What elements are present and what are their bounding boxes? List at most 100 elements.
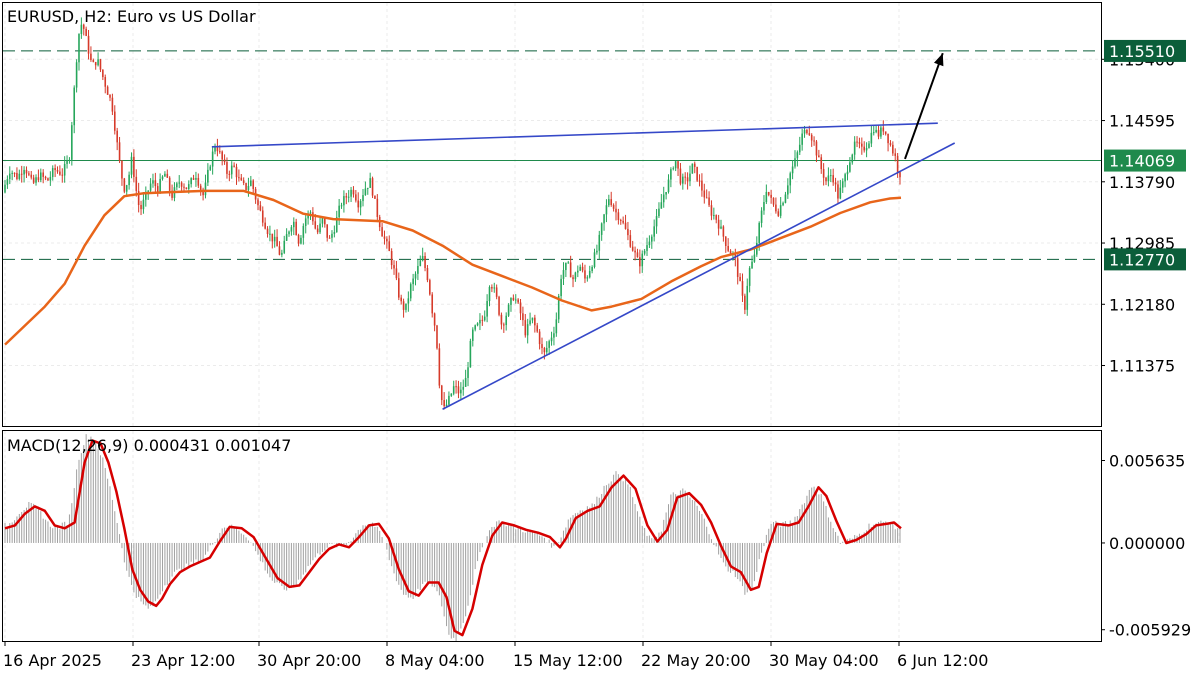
- candle-body: [600, 223, 603, 235]
- candle-body: [362, 195, 364, 202]
- candle-body: [104, 77, 107, 87]
- candle-body: [507, 304, 510, 316]
- trendline: [211, 122, 938, 148]
- candle-body: [500, 314, 503, 325]
- candle-body: [522, 313, 524, 321]
- candle-body: [877, 129, 880, 137]
- candle-body: [242, 180, 245, 184]
- candle-body: [221, 151, 223, 160]
- candle-body: [331, 233, 333, 238]
- candle-body: [519, 302, 522, 314]
- candle-body: [364, 188, 367, 196]
- candle-body: [49, 176, 52, 181]
- candle-body: [851, 154, 854, 163]
- candle-body: [147, 190, 150, 192]
- candle-body: [512, 297, 515, 301]
- candle-body: [247, 185, 250, 190]
- candle-body: [281, 252, 283, 255]
- candle-body: [486, 301, 488, 317]
- macd-histogram: [4, 434, 901, 642]
- candle-body: [187, 184, 190, 190]
- candle-body: [388, 241, 391, 252]
- candle-body: [868, 143, 870, 149]
- candle-body: [784, 194, 787, 203]
- candle-body: [30, 174, 33, 178]
- candle-body: [503, 324, 505, 326]
- candle-body: [691, 163, 694, 174]
- candle-body: [211, 151, 214, 167]
- candle-body: [300, 237, 302, 244]
- candle-body: [861, 143, 863, 147]
- candle-body: [574, 272, 577, 280]
- candle-body: [548, 341, 550, 348]
- candle-body: [113, 111, 116, 131]
- candle-body: [390, 251, 393, 266]
- candle-body: [677, 161, 679, 169]
- price-tag: [1104, 39, 1186, 62]
- candle-body: [641, 253, 644, 267]
- candle-body: [357, 200, 360, 208]
- candle-body: [863, 146, 866, 151]
- candle-body: [703, 190, 706, 198]
- candle-body: [462, 386, 465, 390]
- price-candles: [4, 17, 901, 410]
- price-tag: [1104, 248, 1186, 271]
- candle-body: [729, 250, 732, 254]
- candle-body: [345, 196, 348, 198]
- candle-body: [417, 265, 419, 274]
- candle-body: [693, 163, 696, 167]
- price-tick-label: 1.12985: [1109, 234, 1175, 253]
- candle-body: [849, 162, 851, 172]
- candle-body: [25, 169, 28, 174]
- candle-body: [178, 182, 181, 184]
- candle-body: [698, 180, 701, 182]
- candle-body: [75, 62, 78, 88]
- candle-body: [870, 132, 873, 144]
- candle-body: [591, 267, 593, 271]
- candle-body: [841, 181, 844, 188]
- candle-body: [717, 219, 720, 229]
- candle-body: [467, 367, 469, 378]
- candle-body: [240, 177, 243, 181]
- macd-tick-label: -0.005929: [1109, 621, 1191, 640]
- candle-body: [319, 223, 321, 233]
- candle-body: [679, 168, 682, 184]
- macd-tick-label: 0.005635: [1109, 451, 1185, 470]
- candle-body: [321, 217, 324, 224]
- candle-body: [266, 228, 269, 234]
- candle-body: [238, 177, 240, 179]
- time-tick-label: 22 May 20:00: [641, 651, 751, 670]
- candle-body: [696, 166, 698, 181]
- candle-body: [424, 256, 426, 269]
- candle-body: [596, 250, 598, 253]
- candle-body: [474, 325, 476, 330]
- candle-body: [818, 155, 820, 158]
- candle-body: [376, 198, 379, 217]
- candle-body: [562, 270, 565, 279]
- candle-body: [219, 151, 221, 153]
- candle-body: [386, 238, 388, 242]
- candle-body: [168, 177, 171, 191]
- candle-body: [753, 254, 756, 262]
- candle-body: [8, 173, 11, 180]
- candle-body: [209, 166, 212, 170]
- forecast-arrow-head: [934, 53, 944, 67]
- candle-body: [746, 285, 749, 310]
- candle-body: [35, 177, 37, 183]
- candle-body: [553, 333, 555, 338]
- candle-body: [297, 234, 300, 244]
- candle-body: [161, 176, 164, 179]
- candle-body: [429, 280, 431, 295]
- candle-body: [414, 273, 417, 279]
- time-tick-label: 16 Apr 2025: [3, 651, 102, 670]
- candle-body: [350, 189, 352, 197]
- candle-body: [137, 190, 140, 205]
- candle-body: [421, 256, 424, 261]
- candle-body: [302, 225, 305, 238]
- candle-body: [271, 233, 274, 242]
- candle-body: [369, 178, 371, 188]
- candle-body: [145, 191, 147, 200]
- candle-body: [674, 161, 677, 169]
- macd-tick-label: 0.000000: [1109, 534, 1185, 553]
- time-tick-label: 8 May 04:00: [385, 651, 485, 670]
